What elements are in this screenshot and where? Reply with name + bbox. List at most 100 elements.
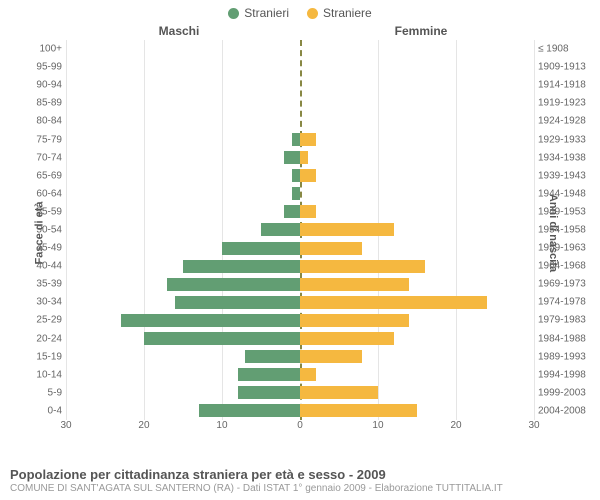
age-label: 55-59 [12,206,62,217]
birth-year-label: 1974-1978 [538,297,590,308]
bar-male [238,368,300,381]
pyramid-row: 15-191989-1993 [66,348,534,366]
age-label: 35-39 [12,279,62,290]
bar-female [300,296,487,309]
bar-female [300,151,308,164]
bar-male [121,314,300,327]
bar-male [222,242,300,255]
pyramid-row: 60-641944-1948 [66,185,534,203]
age-label: 25-29 [12,315,62,326]
birth-year-label: 1954-1958 [538,224,590,235]
bar-female [300,332,394,345]
bar-female [300,350,362,363]
age-label: 40-44 [12,261,62,272]
pyramid-row: 95-991909-1913 [66,58,534,76]
birth-year-label: 1939-1943 [538,170,590,181]
age-label: 30-34 [12,297,62,308]
bar-male [167,278,300,291]
bar-male [292,169,300,182]
bar-male [183,260,300,273]
birth-year-label: 2004-2008 [538,405,590,416]
age-label: 15-19 [12,351,62,362]
legend-female-label: Straniere [323,6,372,20]
birth-year-label: 1969-1973 [538,279,590,290]
legend: Stranieri Straniere [0,0,600,20]
bar-male [284,151,300,164]
footer: Popolazione per cittadinanza straniera p… [10,467,590,494]
legend-item-male: Stranieri [228,6,289,20]
plot-area: 100+≤ 190895-991909-191390-941914-191885… [66,40,534,420]
age-label: 95-99 [12,62,62,73]
bar-male [238,386,300,399]
birth-year-label: 1989-1993 [538,351,590,362]
x-tick: 10 [216,420,227,431]
header-male: Maschi [10,24,300,38]
legend-item-female: Straniere [307,6,372,20]
age-label: 45-49 [12,243,62,254]
bar-female [300,205,316,218]
birth-year-label: 1964-1968 [538,261,590,272]
bar-male [284,205,300,218]
birth-year-label: 1924-1928 [538,116,590,127]
bar-female [300,133,316,146]
bar-rows: 100+≤ 190895-991909-191390-941914-191885… [66,40,534,420]
bar-female [300,386,378,399]
bar-female [300,260,425,273]
x-axis: 3020100102030 [66,420,534,434]
header-female: Femmine [300,24,590,38]
age-label: 75-79 [12,134,62,145]
x-tick: 30 [60,420,71,431]
birth-year-label: 1979-1983 [538,315,590,326]
column-headers: Maschi Femmine [10,24,590,38]
age-label: 20-24 [12,333,62,344]
bar-female [300,404,417,417]
chart-subtitle: COMUNE DI SANT'AGATA SUL SANTERNO (RA) -… [10,483,590,494]
age-label: 90-94 [12,80,62,91]
x-tick: 10 [372,420,383,431]
pyramid-row: 55-591949-1953 [66,203,534,221]
birth-year-label: 1959-1963 [538,243,590,254]
bar-female [300,223,394,236]
birth-year-label: 1919-1923 [538,98,590,109]
pyramid-row: 35-391969-1973 [66,275,534,293]
birth-year-label: 1914-1918 [538,80,590,91]
x-tick: 20 [450,420,461,431]
age-label: 70-74 [12,152,62,163]
age-label: 0-4 [12,405,62,416]
age-label: 60-64 [12,188,62,199]
pyramid-row: 65-691939-1943 [66,167,534,185]
birth-year-label: 1909-1913 [538,62,590,73]
chart-title: Popolazione per cittadinanza straniera p… [10,467,590,482]
pyramid-row: 0-42004-2008 [66,402,534,420]
birth-year-label: 1994-1998 [538,369,590,380]
birth-year-label: 1944-1948 [538,188,590,199]
age-label: 80-84 [12,116,62,127]
female-swatch-icon [307,8,318,19]
male-swatch-icon [228,8,239,19]
bar-male [292,187,300,200]
pyramid-row: 90-941914-1918 [66,76,534,94]
chart: Fasce di età Anni di nascita Maschi Femm… [10,24,590,442]
age-label: 65-69 [12,170,62,181]
pyramid-row: 100+≤ 1908 [66,40,534,58]
pyramid-row: 50-541954-1958 [66,221,534,239]
pyramid-row: 80-841924-1928 [66,112,534,130]
bar-female [300,278,409,291]
age-label: 85-89 [12,98,62,109]
pyramid-row: 75-791929-1933 [66,130,534,148]
pyramid-row: 85-891919-1923 [66,94,534,112]
x-tick: 0 [297,420,303,431]
birth-year-label: 1949-1953 [538,206,590,217]
birth-year-label: 1929-1933 [538,134,590,145]
bar-male [245,350,300,363]
pyramid-row: 30-341974-1978 [66,293,534,311]
bar-female [300,169,316,182]
bar-female [300,242,362,255]
age-label: 100+ [12,44,62,55]
pyramid-row: 10-141994-1998 [66,366,534,384]
bar-male [261,223,300,236]
pyramid-row: 70-741934-1938 [66,149,534,167]
birth-year-label: 1934-1938 [538,152,590,163]
pyramid-row: 20-241984-1988 [66,330,534,348]
birth-year-label: ≤ 1908 [538,44,590,55]
